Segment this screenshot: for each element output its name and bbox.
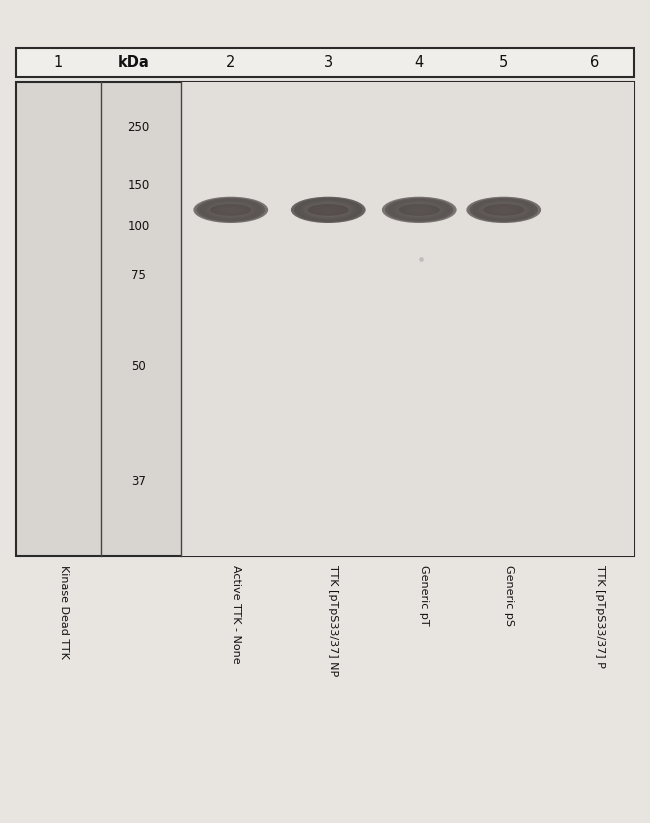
- Ellipse shape: [397, 202, 441, 217]
- Ellipse shape: [294, 198, 363, 222]
- Ellipse shape: [388, 199, 450, 221]
- Text: 100: 100: [127, 220, 150, 233]
- Ellipse shape: [212, 203, 250, 216]
- Ellipse shape: [297, 199, 359, 221]
- Ellipse shape: [485, 203, 523, 216]
- Text: 4: 4: [415, 54, 424, 70]
- Ellipse shape: [467, 197, 541, 223]
- Text: kDa: kDa: [118, 54, 149, 70]
- Ellipse shape: [319, 207, 337, 213]
- Bar: [181, 82, 634, 556]
- Ellipse shape: [391, 200, 447, 220]
- Ellipse shape: [479, 201, 528, 219]
- Ellipse shape: [306, 202, 350, 217]
- Ellipse shape: [491, 206, 516, 214]
- Ellipse shape: [416, 209, 422, 211]
- Ellipse shape: [203, 200, 259, 220]
- Text: 250: 250: [127, 121, 150, 134]
- Text: Active TTK - None: Active TTK - None: [231, 565, 240, 664]
- Text: 150: 150: [127, 179, 150, 192]
- Ellipse shape: [300, 200, 356, 220]
- Ellipse shape: [291, 197, 365, 223]
- Ellipse shape: [482, 202, 526, 217]
- Ellipse shape: [483, 204, 525, 216]
- Ellipse shape: [224, 207, 237, 212]
- Ellipse shape: [476, 200, 532, 220]
- Ellipse shape: [309, 203, 347, 216]
- Ellipse shape: [313, 204, 344, 216]
- Text: 75: 75: [131, 269, 146, 282]
- Ellipse shape: [196, 198, 265, 222]
- Ellipse shape: [227, 209, 234, 211]
- Ellipse shape: [218, 206, 243, 214]
- Ellipse shape: [210, 204, 252, 216]
- Ellipse shape: [325, 209, 332, 211]
- Text: TTK [pTpS33/37] P: TTK [pTpS33/37] P: [595, 565, 604, 668]
- Text: Generic pS: Generic pS: [504, 565, 514, 626]
- Text: Generic pT: Generic pT: [419, 565, 429, 626]
- Ellipse shape: [404, 204, 435, 216]
- Ellipse shape: [222, 207, 240, 213]
- Ellipse shape: [209, 202, 253, 217]
- Ellipse shape: [194, 197, 268, 223]
- Text: TTK [pTpS33/37] NP: TTK [pTpS33/37] NP: [328, 565, 338, 677]
- Text: Kinase Dead TTK: Kinase Dead TTK: [58, 565, 68, 659]
- Ellipse shape: [500, 209, 507, 211]
- Ellipse shape: [400, 203, 438, 216]
- Ellipse shape: [410, 207, 428, 213]
- Ellipse shape: [304, 201, 353, 219]
- Text: 6: 6: [590, 54, 599, 70]
- Ellipse shape: [407, 206, 432, 214]
- Text: 5: 5: [499, 54, 508, 70]
- Ellipse shape: [495, 207, 513, 213]
- Ellipse shape: [307, 204, 349, 216]
- Ellipse shape: [497, 207, 510, 212]
- Ellipse shape: [413, 207, 426, 212]
- Text: 2: 2: [226, 54, 235, 70]
- Text: 1: 1: [54, 54, 63, 70]
- Ellipse shape: [200, 199, 262, 221]
- Ellipse shape: [398, 204, 440, 216]
- Ellipse shape: [322, 207, 335, 212]
- Text: 50: 50: [131, 360, 146, 373]
- Ellipse shape: [206, 201, 255, 219]
- Ellipse shape: [469, 198, 538, 222]
- Ellipse shape: [382, 197, 456, 223]
- Ellipse shape: [395, 201, 444, 219]
- Ellipse shape: [215, 204, 246, 216]
- Text: 37: 37: [131, 475, 146, 488]
- Ellipse shape: [385, 198, 454, 222]
- Bar: [16, 48, 634, 77]
- Text: 3: 3: [324, 54, 333, 70]
- Ellipse shape: [473, 199, 535, 221]
- Ellipse shape: [488, 204, 519, 216]
- Ellipse shape: [316, 206, 341, 214]
- Bar: [16, 82, 634, 556]
